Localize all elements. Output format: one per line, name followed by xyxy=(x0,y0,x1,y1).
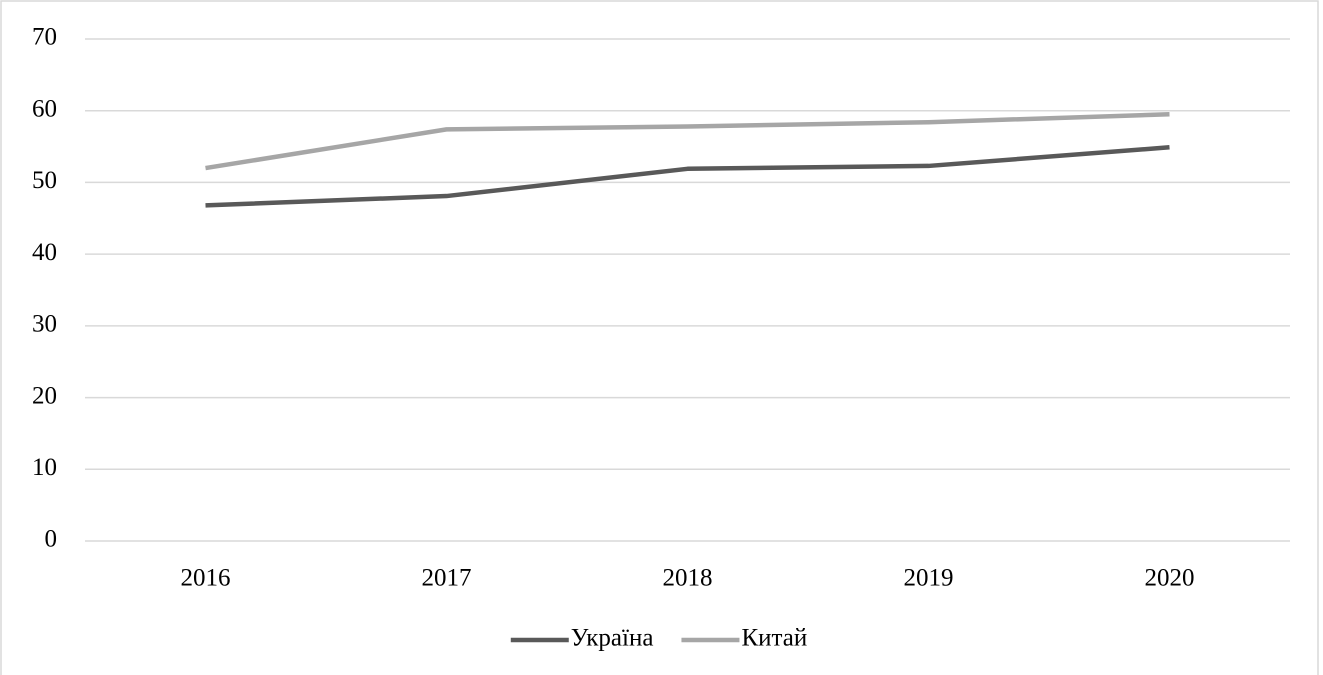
y-tick-label: 50 xyxy=(32,167,57,194)
series-line xyxy=(205,145,1170,208)
series-line xyxy=(205,112,1170,171)
x-tick-label: 2016 xyxy=(181,565,231,592)
x-tick-label: 2020 xyxy=(1145,565,1195,592)
y-tick-label: 10 xyxy=(32,454,57,481)
y-tick-label: 30 xyxy=(32,311,57,338)
y-tick-label: 20 xyxy=(32,382,57,409)
legend-label: Україна xyxy=(571,625,654,652)
x-tick-label: 2017 xyxy=(422,565,472,592)
x-tick-label: 2019 xyxy=(904,565,954,592)
y-tick-label: 70 xyxy=(32,24,57,51)
y-tick-label: 40 xyxy=(32,239,57,266)
y-tick-label: 0 xyxy=(45,526,58,553)
y-tick-label: 60 xyxy=(32,95,57,122)
legend-label: Китай xyxy=(741,625,807,652)
x-tick-label: 2018 xyxy=(663,565,713,592)
